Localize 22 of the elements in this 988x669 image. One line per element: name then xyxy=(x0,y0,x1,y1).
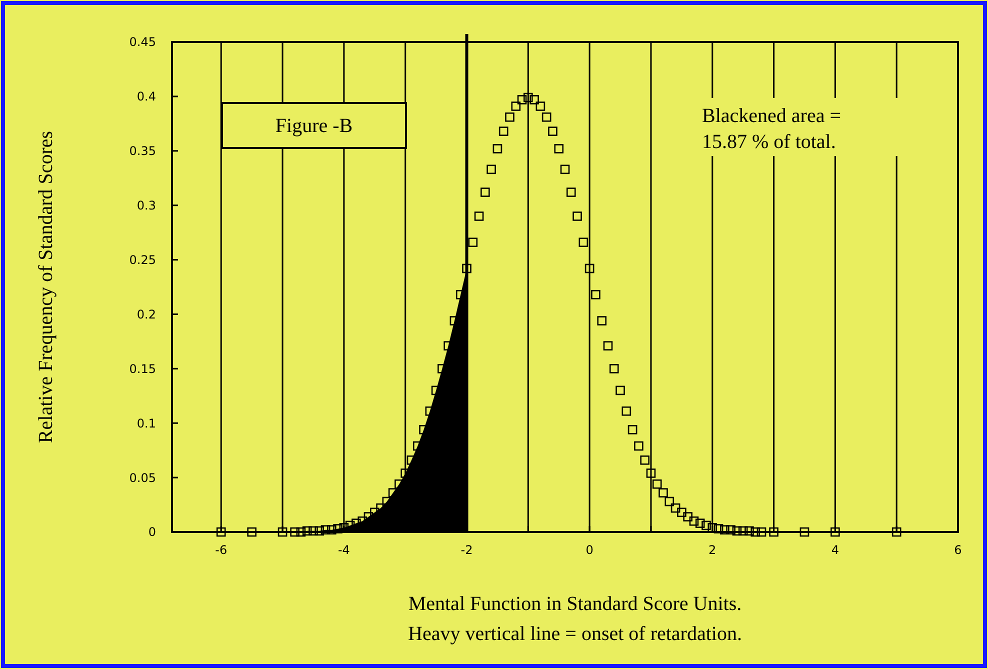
annotation: Figure -B xyxy=(275,115,353,137)
x-axis-title: Mental Function in Standard Score Units. xyxy=(408,593,742,615)
y-tick-label: 0.05 xyxy=(129,470,156,485)
y-tick-label: 0.1 xyxy=(136,416,156,430)
y-tick-label: 0.3 xyxy=(136,198,156,213)
x-tick-label: 0 xyxy=(586,543,594,557)
x-tick-label: 6 xyxy=(954,543,962,557)
x-tick-label: -2 xyxy=(460,543,473,557)
x-tick-label: 4 xyxy=(831,543,840,557)
x-tick-label: -4 xyxy=(338,543,350,557)
y-axis-title: Relative Frequency of Standard Scores xyxy=(35,130,57,444)
y-tick-label: 0.45 xyxy=(129,35,156,50)
y-tick-label: 0.2 xyxy=(136,307,156,322)
annotation: Blackened area = 15.87 % of total. xyxy=(702,105,841,153)
x-tick-label: 2 xyxy=(708,543,716,557)
y-tick-label: 0 xyxy=(148,525,156,540)
x-tick-label: -6 xyxy=(215,543,228,557)
y-tick-label: 0.25 xyxy=(129,252,156,267)
text: Heavy vertical line = onset of retardation. xyxy=(408,623,742,645)
y-tick-label: 0.15 xyxy=(129,362,156,376)
y-tick-label: 0.4 xyxy=(136,90,156,104)
y-tick-label: 0.35 xyxy=(129,144,156,158)
